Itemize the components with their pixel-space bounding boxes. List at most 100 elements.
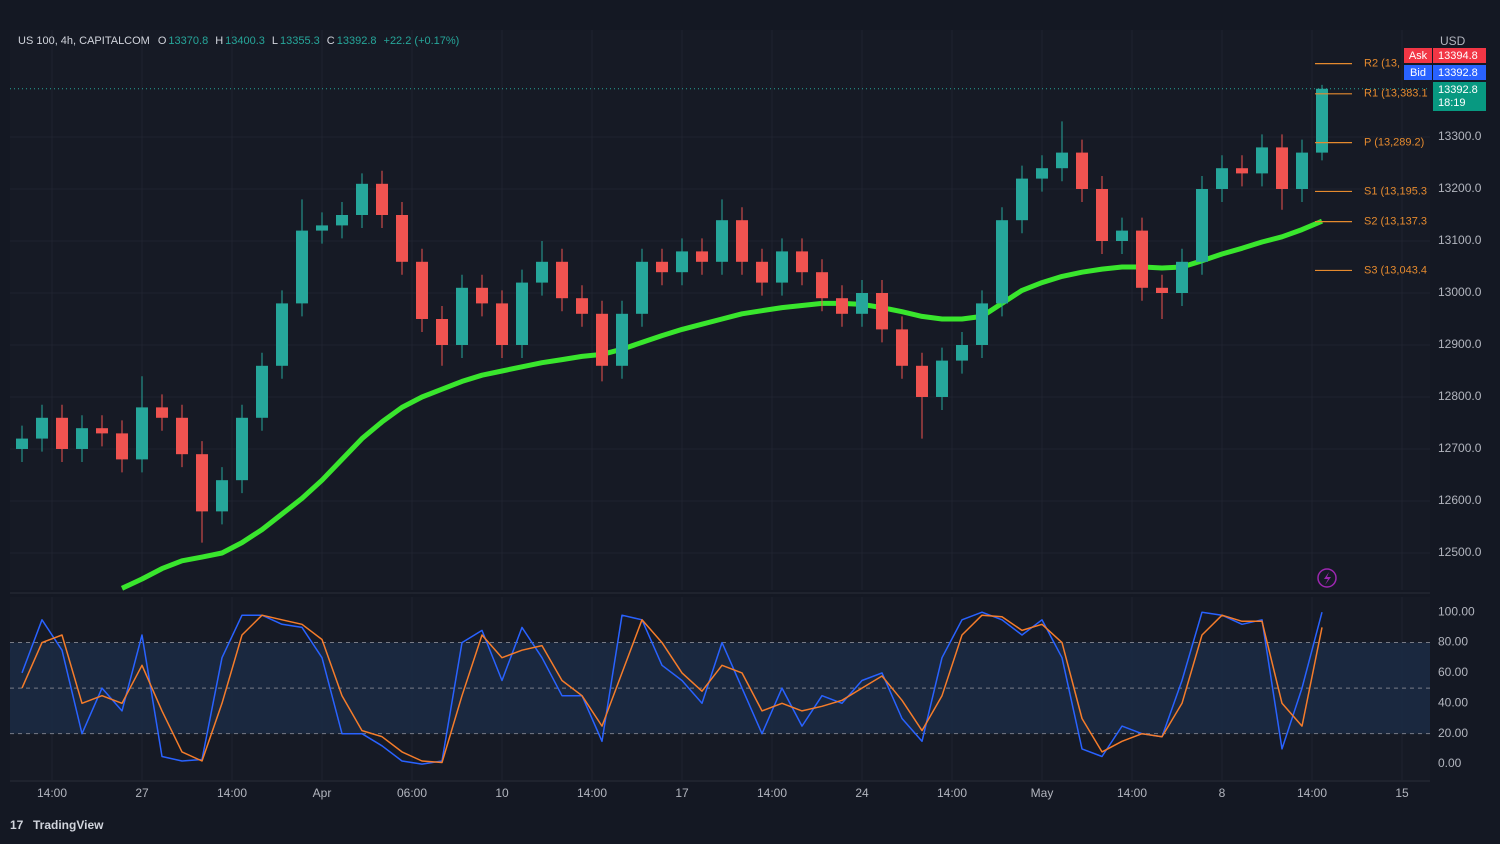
y-tick-label: 80.00 [1438,635,1468,649]
y-tick-label: 60.00 [1438,665,1468,679]
candle-body [116,433,128,460]
pivot-label: S3 (13,043.4 [1364,264,1427,276]
y-tick-label: 12700.0 [1438,441,1482,455]
ask-box [1433,48,1486,63]
candle-body [1296,152,1308,190]
y-tick-label: 100.00 [1438,604,1475,618]
candle-body [236,417,248,481]
candle-body [716,220,728,262]
price-box [1433,82,1486,111]
candle-body [296,230,308,304]
x-tick-label: 14:00 [1297,786,1327,800]
header: US 100, 4h, CAPITALCOM O 13370.8 H 13400.3 L 1… [18,35,466,47]
x-tick-label: 14:00 [217,786,247,800]
candle-body [96,428,108,434]
x-tick-label: 14:00 [757,786,787,800]
x-tick-label: 06:00 [397,786,427,800]
header-text: 13355.3 [280,35,320,47]
candle-body [1136,230,1148,288]
y-tick-label: 12600.0 [1438,493,1482,507]
header-text: O [157,35,167,47]
candle-body [796,251,808,273]
y-tick-label: 13000.0 [1438,285,1482,299]
candle-body [56,417,68,449]
candle-body [436,318,448,345]
x-tick-label: 8 [1219,786,1226,800]
candle-body [1196,189,1208,262]
y-tick-label: 13300.0 [1438,129,1482,143]
candle-body [1236,168,1248,174]
candle-body [996,220,1008,304]
moving-average [120,218,1323,591]
candle-body [576,298,588,314]
y-tick-label: 0.00 [1438,756,1462,770]
candle-body [1116,230,1128,242]
candle-body [16,438,28,449]
candle-body [1096,189,1108,242]
currency: USD [1440,34,1466,48]
oscillator-line [21,611,1323,765]
candle-body [636,261,648,314]
x-tick-label: 17 [675,786,689,800]
candle-body [216,480,228,512]
candle-body [196,454,208,512]
x-tick-label: 15 [1395,786,1409,800]
y-tick-label: 20.00 [1438,726,1468,740]
lightning-icon [1317,568,1337,588]
countdown: 18:19 [1438,97,1466,109]
candle-body [1176,261,1188,293]
x-tick-label: 14:00 [937,786,967,800]
brand-logo: 17 [10,818,24,832]
candle-body [156,407,168,418]
x-tick-label: 14:00 [577,786,607,800]
candle-body [976,303,988,345]
header-text: US 100, 4h, CAPITALCOM [18,35,150,47]
candle-body [376,183,388,216]
candle-body [696,251,708,262]
candle-body [856,292,868,314]
candle-body [256,365,268,418]
bid-tag [1404,65,1432,80]
candle-body [336,215,348,226]
candle-body [756,261,768,283]
candle-body [776,251,788,283]
bid-price: 13392.8 [1438,67,1478,79]
candle-body [276,303,288,366]
pivot-label: S2 (13,137.3 [1364,216,1427,228]
candle-body [896,329,908,366]
candle-body [1076,152,1088,190]
y-tick-label: 12800.0 [1438,389,1482,403]
x-tick-label: May [1031,786,1054,800]
header-text: C [326,35,335,47]
y-tick-label: 13100.0 [1438,233,1482,247]
oscillator-line [21,614,1323,764]
header-text: 13400.3 [225,35,265,47]
pivot-label: R1 (13,383.1 [1364,88,1428,100]
header-text: 13392.8 [336,35,377,47]
oscillator-band [10,642,1430,734]
x-tick-label: 27 [135,786,149,800]
pivot-label: R2 (13, [1364,57,1400,69]
candle-body [1256,147,1268,174]
brand: TradingView [33,818,104,832]
y-tick-label: 13200.0 [1438,181,1482,195]
candle-body [956,344,968,361]
main-pane [10,30,1430,590]
candle-body [516,282,528,345]
candle-body [396,215,408,262]
candle-body [836,298,848,314]
candle-body [936,360,948,397]
candle-body [1156,287,1168,293]
header-text: 13370.8 [168,35,209,47]
candle-body [876,292,888,330]
candle-body [496,303,508,345]
x-tick-label: 14:00 [1117,786,1147,800]
candle-body [1056,152,1068,169]
y-tick-label: 12900.0 [1438,337,1482,351]
ask-price: 13394.8 [1438,50,1478,62]
header-text: L [271,35,279,47]
candle-body [1276,147,1288,190]
x-tick-label: 24 [855,786,869,800]
